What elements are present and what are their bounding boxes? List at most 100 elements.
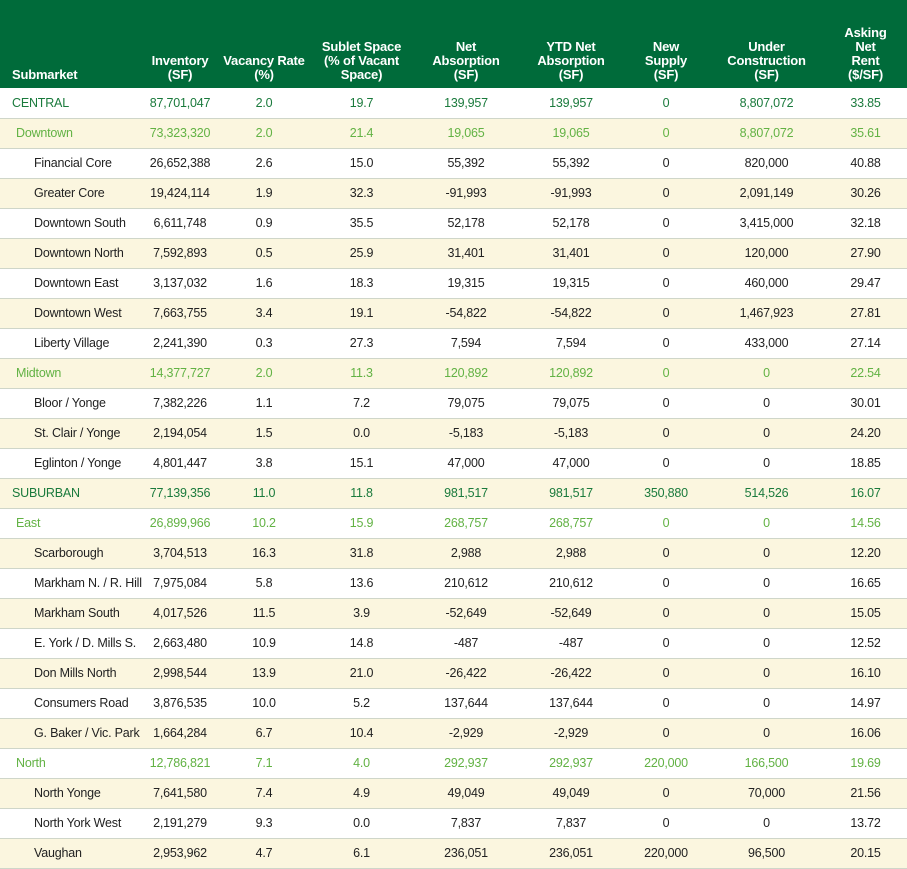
cell-ytd-net-absorption: 19,315: [519, 268, 623, 299]
cell-ytd-net-absorption: -26,422: [519, 658, 623, 689]
table-body: CENTRAL 87,701,047 2.0 19.7 139,957 139,957 0 8…: [0, 88, 907, 869]
header-line: (% of Vacant: [324, 53, 399, 68]
cell-ytd-net-absorption: 210,612: [519, 568, 623, 599]
cell-inventory: 7,663,755: [142, 298, 218, 329]
header-line: Construction: [727, 53, 806, 68]
cell-submarket: E. York / D. Mills S.: [0, 628, 142, 659]
cell-new-supply: 0: [623, 118, 709, 149]
table-row: Consumers Road 3,876,535 10.0 5.2 137,644 137…: [0, 688, 907, 719]
cell-under-construction: 0: [709, 598, 824, 629]
cell-net-absorption: -52,649: [413, 598, 519, 629]
cell-under-construction: 0: [709, 448, 824, 479]
cell-sublet-space: 3.9: [310, 598, 413, 629]
cell-ytd-net-absorption: -52,649: [519, 598, 623, 629]
cell-submarket: G. Baker / Vic. Park: [0, 718, 142, 749]
cell-ytd-net-absorption: 292,937: [519, 748, 623, 779]
cell-inventory: 6,611,748: [142, 208, 218, 239]
cell-submarket: Markham South: [0, 598, 142, 629]
cell-inventory: 2,241,390: [142, 328, 218, 359]
cell-sublet-space: 35.5: [310, 208, 413, 239]
cell-net-absorption: 292,937: [413, 748, 519, 779]
table-row: North York West 2,191,279 9.3 0.0 7,837 7,837…: [0, 808, 907, 839]
cell-asking-net-rent: 27.81: [824, 298, 907, 329]
cell-new-supply: 0: [623, 178, 709, 209]
cell-ytd-net-absorption: -5,183: [519, 418, 623, 449]
cell-asking-net-rent: 12.20: [824, 538, 907, 569]
header-line: Asking: [844, 25, 887, 40]
cell-inventory: 2,191,279: [142, 808, 218, 839]
cell-under-construction: 166,500: [709, 748, 824, 779]
cell-net-absorption: 7,594: [413, 328, 519, 359]
cell-ytd-net-absorption: 52,178: [519, 208, 623, 239]
cell-asking-net-rent: 24.20: [824, 418, 907, 449]
column-header-asking-net-rent: Asking Net Rent ($/SF): [824, 0, 907, 88]
cell-inventory: 3,137,032: [142, 268, 218, 299]
cell-inventory: 1,664,284: [142, 718, 218, 749]
cell-net-absorption: 120,892: [413, 358, 519, 389]
cell-submarket: St. Clair / Yonge: [0, 418, 142, 449]
header-line: Vacancy Rate: [223, 53, 305, 68]
table-row: Markham N. / R. Hill 7,975,084 5.8 13.6 210,…: [0, 568, 907, 599]
cell-inventory: 77,139,356: [142, 478, 218, 509]
header-line: Rent: [851, 53, 880, 68]
cell-submarket: Markham N. / R. Hill: [0, 568, 142, 599]
cell-new-supply: 0: [623, 268, 709, 299]
cell-sublet-space: 19.7: [310, 88, 413, 119]
cell-under-construction: 0: [709, 628, 824, 659]
cell-net-absorption: -26,422: [413, 658, 519, 689]
cell-under-construction: 0: [709, 718, 824, 749]
cell-net-absorption: -91,993: [413, 178, 519, 209]
cell-vacancy-rate: 3.4: [218, 298, 310, 329]
cell-asking-net-rent: 32.18: [824, 208, 907, 239]
cell-under-construction: 3,415,000: [709, 208, 824, 239]
header-line: Space): [340, 67, 383, 82]
header-line: (SF): [754, 67, 779, 82]
cell-new-supply: 350,880: [623, 478, 709, 509]
cell-asking-net-rent: 19.69: [824, 748, 907, 779]
header-line: (SF): [558, 67, 584, 82]
cell-under-construction: 0: [709, 388, 824, 419]
cell-under-construction: 460,000: [709, 268, 824, 299]
table-row: Markham South 4,017,526 11.5 3.9 -52,649 -52,…: [0, 598, 907, 629]
cell-net-absorption: 139,957: [413, 88, 519, 119]
cell-vacancy-rate: 0.3: [218, 328, 310, 359]
header-line: Supply: [644, 53, 688, 68]
table-row: St. Clair / Yonge 2,194,054 1.5 0.0 -5,183 -5…: [0, 418, 907, 449]
header-line: New: [652, 39, 680, 54]
cell-inventory: 4,801,447: [142, 448, 218, 479]
cell-net-absorption: -2,929: [413, 718, 519, 749]
table-row: Scarborough 3,704,513 16.3 31.8 2,988 2,988 0 0…: [0, 538, 907, 569]
table-row: Don Mills North 2,998,544 13.9 21.0 -26,422-…: [0, 658, 907, 689]
cell-new-supply: 0: [623, 358, 709, 389]
cell-vacancy-rate: 4.7: [218, 838, 310, 869]
cell-new-supply: 0: [623, 238, 709, 269]
cell-sublet-space: 13.6: [310, 568, 413, 599]
cell-ytd-net-absorption: 31,401: [519, 238, 623, 269]
column-header-submarket: Submarket: [0, 0, 142, 88]
cell-asking-net-rent: 14.97: [824, 688, 907, 719]
cell-under-construction: 0: [709, 688, 824, 719]
table-header: Submarket Inventory (SF) Vacancy Rate (%) Sub…: [0, 0, 907, 88]
cell-asking-net-rent: 12.52: [824, 628, 907, 659]
cell-sublet-space: 15.9: [310, 508, 413, 539]
subregion-row: North 12,786,821 7.1 4.0 292,937 292,937 220,0…: [0, 748, 907, 779]
table-row: Downtown South 6,611,748 0.9 35.5 52,178 52,1…: [0, 208, 907, 239]
cell-inventory: 3,704,513: [142, 538, 218, 569]
cell-sublet-space: 25.9: [310, 238, 413, 269]
cell-net-absorption: 236,051: [413, 838, 519, 869]
table-row: Greater Core 19,424,114 1.9 32.3 -91,993 -91,…: [0, 178, 907, 209]
cell-ytd-net-absorption: 47,000: [519, 448, 623, 479]
cell-sublet-space: 21.4: [310, 118, 413, 149]
cell-submarket: Downtown North: [0, 238, 142, 269]
cell-under-construction: 0: [709, 508, 824, 539]
cell-under-construction: 0: [709, 418, 824, 449]
cell-vacancy-rate: 10.2: [218, 508, 310, 539]
cell-sublet-space: 21.0: [310, 658, 413, 689]
cell-inventory: 14,377,727: [142, 358, 218, 389]
cell-vacancy-rate: 1.9: [218, 178, 310, 209]
table-row: Liberty Village 2,241,390 0.3 27.3 7,594 7,59…: [0, 328, 907, 359]
cell-net-absorption: 52,178: [413, 208, 519, 239]
cell-ytd-net-absorption: -487: [519, 628, 623, 659]
cell-submarket: SUBURBAN: [0, 478, 142, 509]
cell-inventory: 3,876,535: [142, 688, 218, 719]
